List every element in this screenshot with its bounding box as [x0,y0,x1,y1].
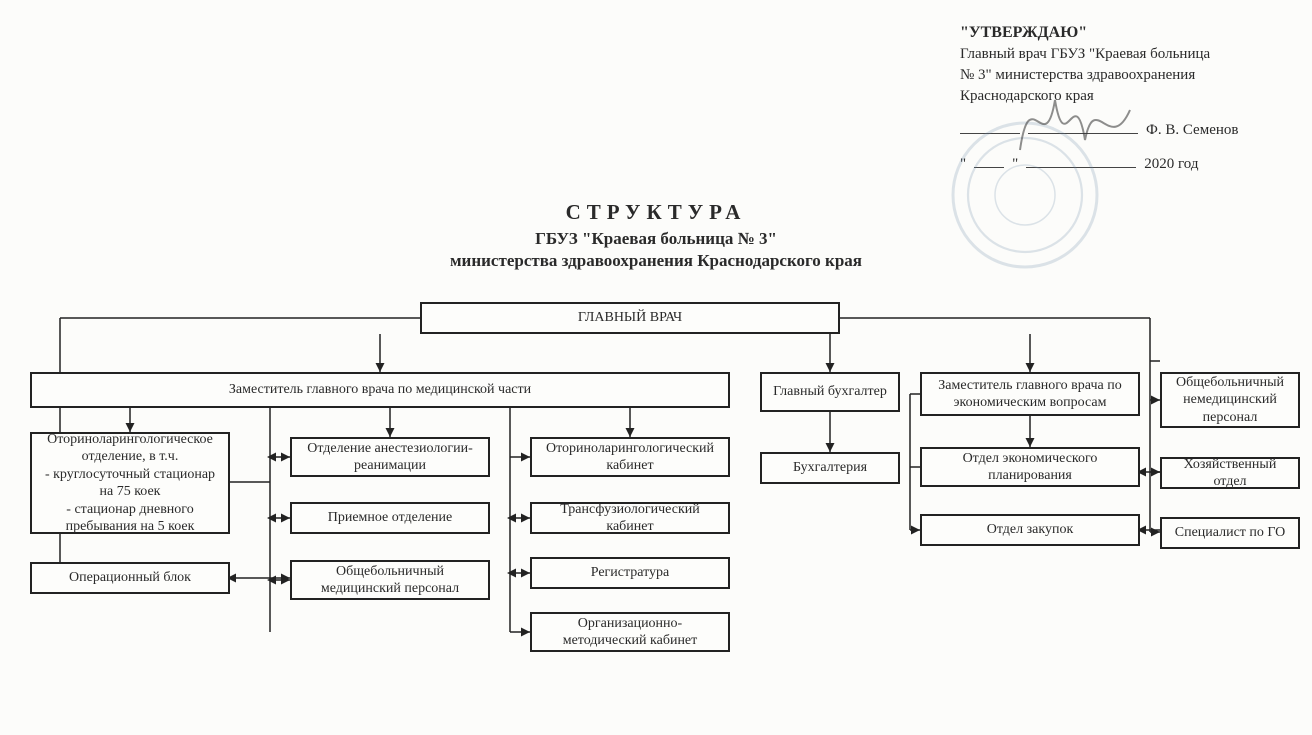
approval-line1: Главный врач ГБУЗ "Краевая больница [960,44,1290,65]
heading-line1: СТРУКТУРА [0,200,1312,225]
node-deputy_med: Заместитель главного врача по медицинско… [30,372,730,408]
approval-name: Ф. В. Семенов [1146,120,1238,141]
node-econ_plan: Отдел экономического планирования [920,447,1140,487]
node-house: Хозяйственный отдел [1160,457,1300,489]
heading-line3: министерства здравоохранения Краснодарск… [0,251,1312,271]
node-ent_cab: Оториноларингологический кабинет [530,437,730,477]
node-med_staff: Общебольничный медицинский персонал [290,560,490,600]
node-orgmet: Организационно-методический кабинет [530,612,730,652]
node-procure: Отдел закупок [920,514,1140,546]
node-ent_dept: Оториноларингологическое отделение, в т.… [30,432,230,534]
node-transf: Трансфузиологический кабинет [530,502,730,534]
node-chief_acc: Главный бухгалтер [760,372,900,412]
node-oper_block: Операционный блок [30,562,230,594]
approval-title: "УТВЕРЖДАЮ" [960,22,1290,44]
approval-year: 2020 год [1144,154,1198,175]
node-anesth: Отделение анестезиологии-реанимации [290,437,490,477]
node-reception: Приемное отделение [290,502,490,534]
document-heading: СТРУКТУРА ГБУЗ "Краевая больница № 3" ми… [0,200,1312,271]
node-accounting: Бухгалтерия [760,452,900,484]
node-root: ГЛАВНЫЙ ВРАЧ [420,302,840,334]
node-nonmed_staff: Общебольничный немедицинский персонал [1160,372,1300,428]
heading-line2: ГБУЗ "Краевая больница № 3" [0,229,1312,249]
org-chart: ГЛАВНЫЙ ВРАЧ Заместитель главного врача п… [0,302,1312,732]
node-go_spec: Специалист по ГО [1160,517,1300,549]
node-reg: Регистратура [530,557,730,589]
signature-icon [1010,70,1150,170]
node-deputy_econ: Заместитель главного врача по экономичес… [920,372,1140,416]
